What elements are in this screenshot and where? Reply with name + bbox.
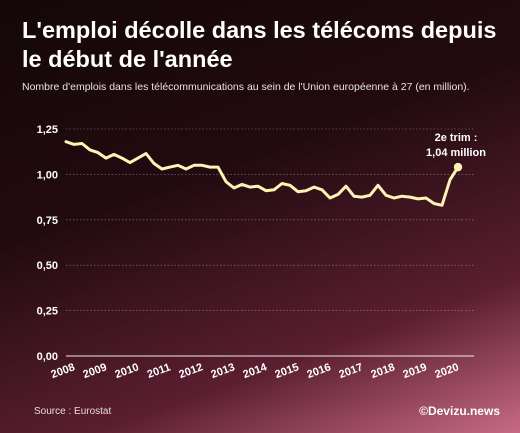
x-tick-label: 2012 [177, 361, 204, 381]
credit-logo: ©Devizu.news [419, 404, 500, 418]
grid-layer [66, 128, 474, 357]
y-tick-label: 1,00 [37, 169, 58, 181]
x-tick-label: 2013 [209, 361, 236, 381]
x-tick-label: 2010 [113, 361, 140, 381]
y-tick-label: 0,25 [37, 306, 58, 318]
y-tick-label: 0,50 [37, 260, 58, 272]
x-tick-label: 2016 [305, 361, 332, 381]
x-tick-label: 2009 [81, 361, 108, 381]
annotation-label-line1: 2e trim : [435, 132, 478, 144]
y-tick-label: 0,75 [37, 215, 58, 227]
series-line [64, 140, 460, 207]
annotation-layer: 2e trim : 1,04 million [426, 132, 486, 159]
y-tick-label: 0,00 [37, 351, 58, 363]
annotation-label-line2: 1,04 million [426, 147, 486, 159]
last-point-marker [453, 162, 463, 172]
x-tick-label: 2018 [369, 361, 396, 381]
series-layer [64, 140, 463, 207]
y-axis-ticks: 0,00 0,25 0,50 0,75 1,00 1,25 [37, 124, 58, 363]
x-axis-ticks: 2008 2009 2010 2011 2012 2013 2014 2015 2016 2017… [49, 361, 460, 381]
y-tick-label: 1,25 [37, 124, 58, 136]
x-tick-label: 2020 [433, 361, 460, 381]
chart-subtitle: Nombre d'emplois dans les télécommunicat… [22, 81, 470, 93]
x-tick-label: 2011 [146, 361, 173, 380]
x-tick-label: 2014 [241, 361, 269, 381]
x-tick-label: 2015 [273, 361, 300, 381]
chart-title: L'emploi décolle dans les télécoms depui… [22, 17, 497, 72]
x-tick-label: 2017 [337, 361, 364, 381]
x-tick-label: 2008 [49, 361, 76, 381]
source-note: Source : Eurostat [34, 406, 112, 417]
x-tick-label: 2019 [401, 361, 428, 381]
